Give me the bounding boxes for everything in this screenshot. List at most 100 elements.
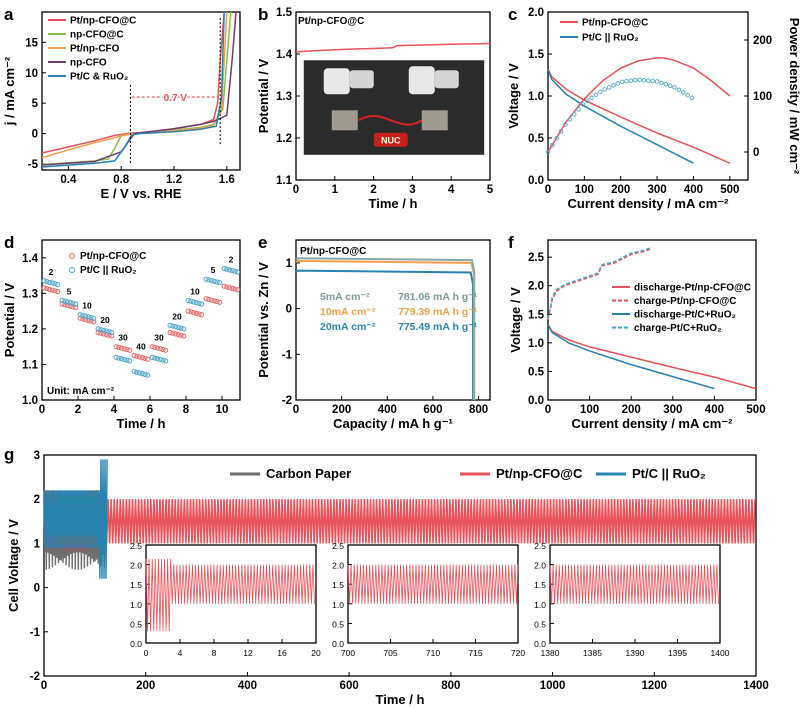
y-tick-label: 0.0 <box>130 639 142 649</box>
x-tick-label: 1200 <box>641 680 667 692</box>
power-point <box>550 142 555 148</box>
x-tick-label: 8 <box>212 648 217 658</box>
panel-label-g: g <box>4 445 14 464</box>
x-tick-label: 600 <box>423 404 442 416</box>
data-point <box>226 267 233 273</box>
data-point <box>145 372 151 378</box>
power-point <box>659 80 664 86</box>
x-tick-label: 0.8 <box>113 174 130 186</box>
power-point <box>598 89 603 95</box>
x-tick-label: 200 <box>332 404 351 416</box>
x-tick-label: 400 <box>705 404 724 416</box>
power-point <box>589 95 594 101</box>
x-tick-label: 200 <box>622 404 641 416</box>
data-point <box>139 355 145 361</box>
x-tick-label: 100 <box>575 184 594 196</box>
y-tick-label: 1.2 <box>276 133 292 145</box>
y-tick-label: -1 <box>282 349 293 361</box>
y-tick-label: 0.0 <box>332 639 344 649</box>
x-tick-label: 800 <box>441 680 460 692</box>
y-tick-label: 2.5 <box>130 541 142 551</box>
data-point <box>175 331 181 338</box>
plot-frame <box>295 239 491 401</box>
y-tick-label: 0 <box>32 129 38 141</box>
data-point <box>113 354 119 360</box>
data-point <box>217 299 223 305</box>
data-point <box>190 309 197 316</box>
power-point <box>663 82 669 87</box>
x-tick-label: 1400 <box>711 648 730 658</box>
data-point <box>127 347 133 353</box>
data-point <box>73 301 79 307</box>
y-tick-label: 0 <box>34 583 40 595</box>
x-tick-label: 0.4 <box>60 174 77 186</box>
x-tick-label: 0 <box>293 184 299 196</box>
photo-bottle <box>323 68 350 95</box>
photo-led-text: NUC <box>381 135 401 145</box>
x-tick-label: 1000 <box>540 680 566 692</box>
y-tick-label: 1.4 <box>22 253 39 265</box>
power-point <box>545 149 551 155</box>
series-line <box>547 68 694 164</box>
y-tick-label: 0.0 <box>534 639 546 649</box>
panel-title: Pt/np-CFO@C <box>298 16 364 27</box>
y-tick-label: 0 <box>286 304 292 316</box>
inset-series-line <box>549 564 719 604</box>
y-tick-label: 1.5 <box>534 580 546 590</box>
data-point <box>100 327 107 333</box>
data-point <box>41 278 47 284</box>
legend-label: Pt/C || RuO₂ <box>632 466 706 481</box>
panel-title: Pt/np-CFO@C <box>300 246 366 257</box>
legend-item-label: charge-Pt/np-CFO@C <box>634 296 737 307</box>
series-line <box>547 68 731 164</box>
x-tick-label: 6 <box>147 404 153 416</box>
data-point <box>136 370 143 376</box>
data-point <box>62 298 68 304</box>
panel-b: b 0 1 2 3 4 5 1.1 1.2 1.3 1.4 1.5 Time / h Potential … <box>256 5 494 211</box>
y-tick-label: 1.5 <box>528 309 545 321</box>
discharge-curve <box>295 257 476 400</box>
y-tick-label: 1.3 <box>22 288 38 300</box>
power-point <box>563 122 568 127</box>
data-point <box>127 358 133 364</box>
y-tick-label: 1.0 <box>332 600 344 610</box>
data-point <box>121 346 127 352</box>
legend-swatch <box>69 267 75 273</box>
x-tick-label: 200 <box>611 184 630 196</box>
data-point <box>172 331 179 337</box>
x-tick-label: 300 <box>663 404 682 416</box>
data-point <box>100 331 107 337</box>
panel-label-c: c <box>508 5 517 24</box>
data-point <box>124 346 130 353</box>
legend-label: Pt/np-CFO@C <box>80 251 146 262</box>
x-tick-label: 8 <box>183 404 190 416</box>
data-point <box>80 312 86 318</box>
data-point <box>152 355 158 361</box>
data-point <box>232 268 238 274</box>
series-line <box>41 11 237 166</box>
capacity-label: 775.49 mA h g⁻¹ <box>398 321 478 333</box>
power-point <box>585 98 590 103</box>
step-label: 30 <box>118 333 128 343</box>
data-point <box>193 299 199 306</box>
step-label: 5 <box>211 265 216 275</box>
capacity-label: 781.06 mA h g⁻¹ <box>398 291 478 303</box>
data-point <box>121 356 127 363</box>
y-tick-label: 0.5 <box>528 133 545 145</box>
power-point <box>606 85 612 90</box>
y-tick-label: 3 <box>34 450 40 462</box>
data-point <box>175 324 181 331</box>
power-point <box>646 78 651 83</box>
y-tick-label: 2.5 <box>534 541 546 551</box>
data-point <box>188 298 194 304</box>
data-point <box>224 266 230 272</box>
data-point <box>142 371 148 377</box>
power-point <box>637 77 642 83</box>
step-label: 20 <box>100 315 110 325</box>
x-tick-label: 1.6 <box>219 174 235 186</box>
data-point <box>59 301 65 307</box>
data-point <box>134 353 140 359</box>
data-point <box>52 288 58 294</box>
data-point <box>185 308 191 314</box>
rate-label: 5mA cm⁻² <box>320 291 370 303</box>
